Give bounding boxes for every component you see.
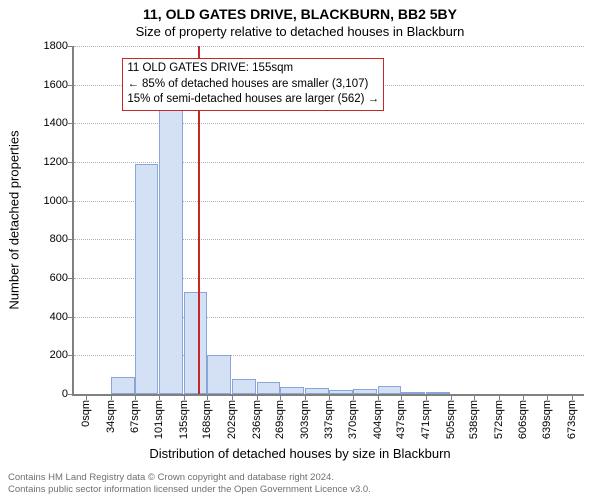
histogram-bar xyxy=(135,164,159,394)
grid-line xyxy=(74,162,584,163)
annotation-line: 15% of semi-detached houses are larger (… xyxy=(127,92,379,108)
x-tick-label: 572sqm xyxy=(493,400,505,439)
y-tick-label: 800 xyxy=(50,233,74,245)
histogram-bar xyxy=(353,389,377,394)
x-tick-label: 236sqm xyxy=(251,400,263,439)
grid-line xyxy=(74,46,584,47)
footer-line-1: Contains HM Land Registry data © Crown c… xyxy=(8,472,371,484)
histogram-bar xyxy=(280,387,304,394)
x-tick-label: 437sqm xyxy=(395,400,407,439)
histogram-bar xyxy=(305,388,329,394)
x-tick-label: 269sqm xyxy=(274,400,286,439)
y-axis-label: Number of detached properties xyxy=(7,130,22,309)
x-tick-label: 101sqm xyxy=(153,400,165,439)
x-tick-label: 168sqm xyxy=(201,400,213,439)
histogram-bar xyxy=(159,108,183,394)
property-size-chart: 11, OLD GATES DRIVE, BLACKBURN, BB2 5BY … xyxy=(0,0,600,500)
x-tick-label: 337sqm xyxy=(323,400,335,439)
annotation-box: 11 OLD GATES DRIVE: 155sqm← 85% of detac… xyxy=(122,58,384,111)
histogram-bar xyxy=(401,392,425,394)
x-axis-label: Distribution of detached houses by size … xyxy=(0,446,600,461)
chart-title: 11, OLD GATES DRIVE, BLACKBURN, BB2 5BY xyxy=(0,6,600,22)
x-tick-label: 505sqm xyxy=(445,400,457,439)
footer-line-2: Contains public sector information licen… xyxy=(8,484,371,496)
histogram-bar xyxy=(257,382,281,394)
x-tick-label: 673sqm xyxy=(566,400,578,439)
histogram-bar xyxy=(184,292,208,394)
x-tick-label: 639sqm xyxy=(541,400,553,439)
x-tick-label: 202sqm xyxy=(226,400,238,439)
annotation-line: ← 85% of detached houses are smaller (3,… xyxy=(127,77,379,93)
x-tick-label: 606sqm xyxy=(517,400,529,439)
y-tick-label: 1600 xyxy=(44,79,74,91)
grid-line xyxy=(74,123,584,124)
y-tick-label: 1200 xyxy=(44,156,74,168)
x-tick-label: 34sqm xyxy=(105,400,117,433)
y-tick-label: 1000 xyxy=(44,195,74,207)
x-tick-label: 0sqm xyxy=(80,400,92,427)
histogram-bar xyxy=(426,392,450,394)
histogram-bar xyxy=(207,355,231,394)
x-tick-label: 370sqm xyxy=(347,400,359,439)
x-tick-label: 538sqm xyxy=(468,400,480,439)
y-tick-label: 1800 xyxy=(44,40,74,52)
x-tick-label: 471sqm xyxy=(420,400,432,439)
histogram-bar xyxy=(232,379,256,394)
x-tick-label: 303sqm xyxy=(299,400,311,439)
plot-area: 0200400600800100012001400160018000sqm34s… xyxy=(72,46,584,396)
histogram-bar xyxy=(378,386,402,394)
y-tick-label: 1400 xyxy=(44,117,74,129)
footer-attribution: Contains HM Land Registry data © Crown c… xyxy=(8,472,371,496)
x-tick-label: 67sqm xyxy=(129,400,141,433)
y-tick-label: 600 xyxy=(50,272,74,284)
y-tick-label: 0 xyxy=(62,388,74,400)
histogram-bar xyxy=(329,390,353,394)
y-tick-label: 400 xyxy=(50,311,74,323)
x-tick-label: 135sqm xyxy=(178,400,190,439)
y-tick-label: 200 xyxy=(50,349,74,361)
annotation-line: 11 OLD GATES DRIVE: 155sqm xyxy=(127,61,379,77)
x-tick-label: 404sqm xyxy=(372,400,384,439)
histogram-bar xyxy=(111,377,135,394)
chart-subtitle: Size of property relative to detached ho… xyxy=(0,24,600,39)
